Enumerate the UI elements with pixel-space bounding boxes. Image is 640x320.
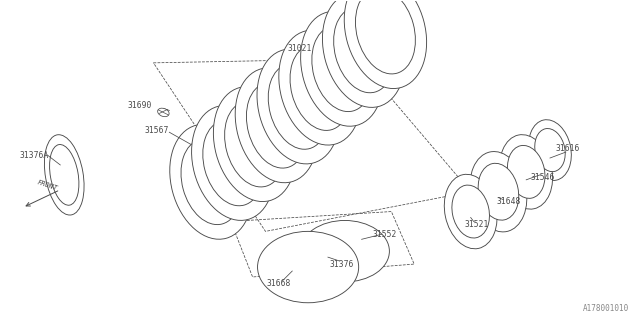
Ellipse shape (49, 145, 79, 205)
Ellipse shape (478, 163, 519, 220)
Text: 31552: 31552 (372, 230, 397, 239)
Text: FRONT: FRONT (36, 180, 58, 192)
Text: 31376A: 31376A (20, 150, 49, 160)
Ellipse shape (344, 0, 427, 89)
Ellipse shape (257, 231, 358, 303)
Ellipse shape (290, 45, 350, 131)
Ellipse shape (470, 152, 527, 232)
Ellipse shape (44, 135, 84, 215)
Ellipse shape (279, 30, 361, 145)
Ellipse shape (246, 83, 307, 168)
Text: 31021: 31021 (288, 44, 312, 53)
Ellipse shape (529, 120, 572, 180)
Ellipse shape (535, 129, 565, 172)
Text: A178001010: A178001010 (583, 304, 629, 313)
Ellipse shape (323, 0, 405, 108)
Ellipse shape (170, 124, 252, 239)
Ellipse shape (268, 64, 328, 149)
Text: 31376: 31376 (330, 260, 354, 268)
Ellipse shape (301, 12, 383, 126)
Ellipse shape (508, 145, 545, 198)
Text: 31521: 31521 (465, 220, 489, 229)
Text: 31567: 31567 (144, 126, 168, 135)
Ellipse shape (225, 101, 285, 187)
Ellipse shape (157, 108, 169, 117)
Ellipse shape (191, 106, 274, 220)
Ellipse shape (300, 220, 389, 282)
Ellipse shape (312, 26, 372, 112)
Text: 31616: 31616 (556, 144, 580, 153)
Ellipse shape (257, 49, 339, 164)
Ellipse shape (203, 120, 263, 206)
Ellipse shape (500, 135, 552, 209)
Ellipse shape (452, 185, 490, 238)
Ellipse shape (444, 174, 497, 249)
Ellipse shape (235, 68, 317, 183)
Ellipse shape (333, 7, 394, 93)
Ellipse shape (213, 87, 296, 202)
Text: 31690: 31690 (127, 101, 152, 110)
Text: 31546: 31546 (531, 173, 556, 182)
Text: 31648: 31648 (496, 197, 520, 206)
Ellipse shape (355, 0, 415, 74)
Text: 31668: 31668 (266, 279, 291, 288)
Ellipse shape (181, 139, 241, 225)
